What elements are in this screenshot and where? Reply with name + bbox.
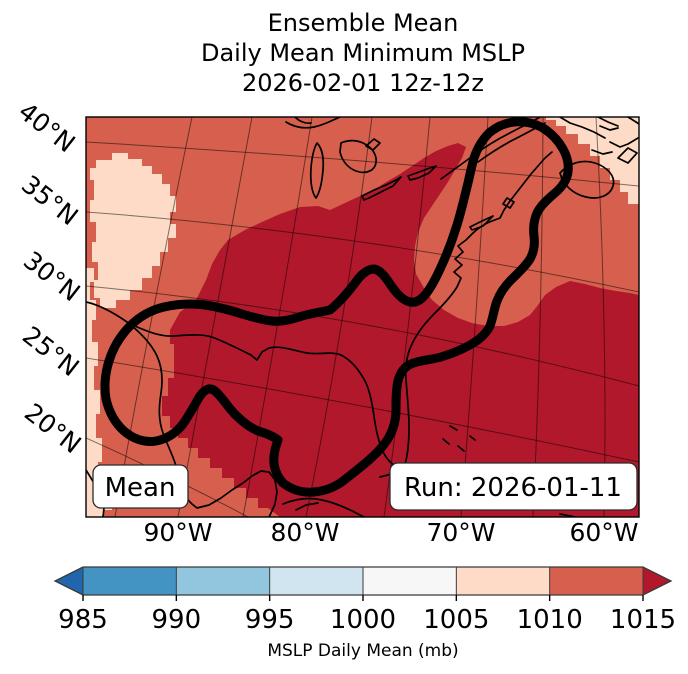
lat-axis: 40°N 35°N 30°N 25°N 20°N [13, 97, 87, 460]
lon-tick-90w: 90°W [143, 518, 212, 547]
colorbar-under-arrow [55, 567, 83, 595]
mslp-contour [100, 117, 573, 497]
title-line-3: 2026-02-01 12z-12z [242, 69, 484, 97]
colorbar-caption: MSLP Daily Mean (mb) [267, 641, 458, 661]
band-1005-1010-ne-corner [546, 117, 639, 204]
cbar-tick-1005: 1005 [423, 605, 489, 635]
lat-tick-20n: 20°N [19, 398, 87, 460]
colorbar: 985 990 995 1000 1005 1010 1015 MSLP Dai… [53, 566, 676, 661]
map-panel [86, 117, 639, 517]
colorbar-band-1010-1015 [549, 567, 644, 595]
mean-annotation-box [92, 464, 189, 509]
colorbar-band-990-995 [176, 567, 270, 595]
mean-annotation: Mean [92, 464, 189, 509]
map-frame [85, 116, 640, 518]
lat-tick-30n: 30°N [18, 246, 86, 308]
lon-tick-60w: 60°W [569, 518, 638, 547]
lon-axis: 90°W 80°W 70°W 60°W [143, 518, 638, 547]
lon-tick-80w: 80°W [270, 518, 339, 547]
run-annotation-label: Run: 2026-01-11 [404, 473, 622, 503]
colorbar-band-1000-1005 [363, 567, 457, 595]
band-1005-1010-patch [90, 153, 176, 308]
run-annotation-box [389, 462, 638, 511]
lat-tick-40n: 40°N [13, 97, 81, 159]
cbar-tick-990: 990 [152, 605, 202, 635]
colorbar-band-985-990 [83, 567, 177, 595]
colorbar-band-1005-1010 [456, 567, 550, 595]
colorbar-band-995-1000 [269, 567, 364, 595]
colorbar-tick-labels: 985 990 995 1000 1005 1010 1015 [58, 605, 676, 635]
cbar-tick-995: 995 [245, 605, 295, 635]
lat-tick-35n: 35°N [16, 170, 84, 232]
band-over-1015 [162, 143, 639, 517]
cbar-tick-1000: 1000 [330, 605, 396, 635]
colorbar-tickmarks [82, 595, 644, 601]
title-line-1: Ensemble Mean [268, 9, 459, 37]
mean-annotation-label: Mean [105, 473, 176, 503]
colorbar-over-arrow [643, 567, 671, 595]
band-1005-1010-west-strip [86, 268, 112, 517]
lat-tick-25n: 25°N [17, 321, 85, 383]
title-line-2: Daily Mean Minimum MSLP [201, 39, 525, 67]
run-annotation: Run: 2026-01-11 [389, 462, 638, 511]
cbar-tick-985: 985 [58, 605, 108, 635]
cbar-tick-1015: 1015 [610, 605, 676, 635]
cbar-tick-1010: 1010 [517, 605, 583, 635]
lon-tick-70w: 70°W [426, 518, 495, 547]
